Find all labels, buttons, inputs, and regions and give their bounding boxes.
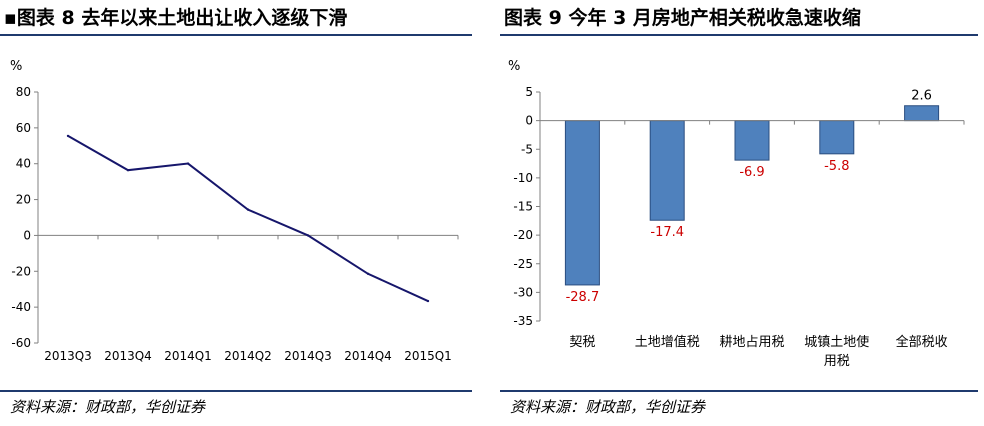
right-source-note: 资料来源：财政部，华创证券 [510, 396, 705, 417]
right-figure-title: 图表 9 今年 3 月房地产相关税收急速收缩 [504, 3, 861, 30]
title-marker-icon: ▪ [4, 7, 17, 29]
left-data-point [186, 162, 190, 165]
left-figure-title: ▪图表 8 去年以来土地出让收入逐级下滑 [4, 3, 347, 30]
right-data-label: -6.9 [739, 165, 764, 180]
right-category-label: 用税 [824, 354, 850, 369]
left-x-tick-label: 2015Q1 [404, 349, 452, 363]
left-x-tick-label: 2014Q1 [164, 349, 212, 363]
right-data-label: -28.7 [566, 290, 600, 305]
left-data-point [306, 234, 310, 237]
right-category-label: 耕地占用税 [719, 334, 784, 350]
right-category-label: 土地增值税 [635, 334, 700, 350]
left-footer-rule [0, 390, 472, 392]
right-data-label: -17.4 [650, 225, 684, 240]
right-y-tick-label: 5 [525, 85, 533, 99]
right-bar [564, 120, 600, 286]
right-y-tick-label: -15 [513, 200, 533, 214]
left-data-point [246, 208, 250, 211]
right-source-text: 资料来源：财政部，华创证券 [510, 398, 706, 416]
right-bar [734, 120, 770, 161]
right-y-tick-label: -10 [513, 171, 533, 185]
left-data-point [426, 299, 430, 303]
left-x-tick-label: 2013Q4 [104, 349, 152, 363]
left-series-line [67, 135, 429, 302]
left-data-point [126, 168, 130, 172]
left-data-point [366, 272, 370, 275]
right-y-tick-label: -35 [513, 314, 533, 328]
left-y-tick-label: -40 [11, 300, 31, 314]
left-title-rule [0, 34, 472, 36]
right-y-tick-label: -5 [521, 142, 533, 156]
right-category-label: 城镇土地使 [804, 334, 869, 350]
property-tax-bar-chart: % 5 0 -5 -10 -15 -20 -25 -30 -35 -28.7 -17.4 -6.9 -5.… [508, 59, 965, 369]
right-y-tick-label: -30 [513, 285, 533, 299]
right-y-tick-label: 0 [525, 114, 533, 128]
right-data-label: 2.6 [911, 89, 932, 104]
land-revenue-line-chart: % 80 60 40 20 0 -20 -40 -60 2013Q3 2013Q4 2014Q1 201… [10, 59, 459, 363]
left-title-text: 图表 8 去年以来土地出让收入逐级下滑 [16, 7, 348, 29]
left-y-tick-label: 40 [16, 157, 31, 171]
right-data-label: -5.8 [824, 159, 849, 174]
left-y-tick-label: 80 [16, 85, 31, 99]
left-y-tick-label: -20 [11, 264, 31, 278]
right-category-label: 契税 [569, 335, 595, 350]
left-data-point [66, 134, 70, 138]
left-figure-panel: ▪图表 8 去年以来土地出让收入逐级下滑 % 80 60 40 20 0 -20 -40 -60… [0, 0, 478, 426]
right-bar [904, 105, 940, 122]
right-y-tick-label: -20 [513, 228, 533, 242]
left-y-tick-label: 0 [23, 228, 31, 242]
left-x-tick-label: 2013Q3 [44, 349, 92, 363]
left-source-text: 资料来源：财政部，华创证券 [10, 398, 206, 416]
right-footer-rule [500, 390, 978, 392]
left-x-tick-label: 2014Q4 [344, 349, 392, 363]
right-y-unit: % [508, 59, 520, 74]
left-y-tick-label: 20 [16, 193, 31, 207]
right-title-rule [500, 34, 978, 36]
right-category-label: 全部税收 [896, 334, 948, 350]
left-y-tick-label: 60 [16, 121, 31, 135]
left-source-note: 资料来源：财政部，华创证券 [10, 396, 205, 417]
right-bar [649, 120, 685, 221]
right-title-text: 图表 9 今年 3 月房地产相关税收急速收缩 [504, 7, 861, 29]
left-y-tick-label: -60 [11, 336, 31, 350]
right-y-tick-label: -25 [513, 257, 533, 271]
right-bar [819, 120, 855, 155]
right-figure-panel: 图表 9 今年 3 月房地产相关税收急速收缩 % 5 0 -5 -10 -15 -20 -25… [500, 0, 984, 426]
left-y-unit: % [10, 59, 22, 74]
left-x-tick-label: 2014Q2 [224, 349, 272, 363]
left-x-tick-label: 2014Q3 [284, 349, 332, 363]
